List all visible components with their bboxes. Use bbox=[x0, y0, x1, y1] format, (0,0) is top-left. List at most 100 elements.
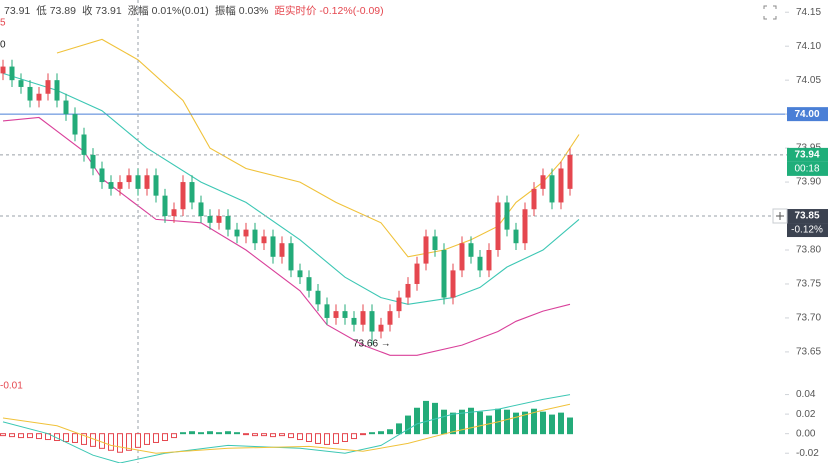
band-line bbox=[56, 38, 580, 258]
macd-bar bbox=[279, 433, 285, 437]
macd-bar bbox=[486, 415, 492, 435]
candle-body bbox=[414, 263, 420, 284]
macd-bar bbox=[522, 411, 528, 435]
macd-bar bbox=[72, 433, 78, 443]
expand-icon[interactable] bbox=[763, 5, 777, 20]
price-box-label: 73.85 bbox=[794, 211, 819, 222]
macd-bar bbox=[108, 433, 114, 451]
macd-bar bbox=[504, 409, 510, 435]
candle-body bbox=[81, 134, 87, 155]
header-note: 距实时价 -0.12%(-0.09) bbox=[275, 4, 384, 17]
macd-bar bbox=[450, 412, 456, 435]
candle-body bbox=[198, 202, 204, 217]
macd-bar bbox=[333, 433, 339, 444]
macd-tick-label: 0.02 bbox=[796, 409, 816, 420]
macd-bar bbox=[234, 432, 240, 435]
candle-body bbox=[378, 324, 384, 332]
macd-bar bbox=[9, 433, 15, 438]
macd-bar bbox=[0, 433, 6, 437]
candle-body bbox=[135, 175, 141, 189]
y-tick-label: 73.65 bbox=[796, 347, 821, 358]
macd-bar bbox=[189, 431, 195, 435]
macd-bar bbox=[261, 433, 267, 437]
candle-body bbox=[189, 182, 195, 203]
candle-body bbox=[126, 175, 132, 183]
header-item: 收 73.91 bbox=[82, 4, 122, 17]
macd-bar bbox=[171, 433, 177, 439]
header-item: 振幅 0.03% bbox=[215, 4, 269, 17]
candle-body bbox=[468, 243, 474, 257]
y-tick-label: 73.80 bbox=[796, 245, 821, 256]
macd-bar bbox=[567, 417, 573, 435]
candle-body bbox=[549, 175, 555, 203]
candle-body bbox=[180, 182, 186, 210]
macd-bar bbox=[225, 431, 231, 435]
macd-bar bbox=[288, 433, 294, 439]
macd-bar bbox=[36, 433, 42, 440]
candle-body bbox=[261, 236, 267, 244]
header-item: 低 73.89 bbox=[36, 4, 76, 17]
candle-body bbox=[162, 195, 168, 217]
macd-bar bbox=[207, 431, 213, 435]
header-item: 涨幅 0.01%(0.01) bbox=[128, 4, 209, 17]
macd-bar bbox=[558, 412, 564, 435]
candle-body bbox=[450, 270, 456, 298]
macd-bar bbox=[351, 433, 357, 440]
price-box-label: 73.94 bbox=[794, 150, 819, 161]
candle-body bbox=[252, 229, 258, 244]
candle-body bbox=[486, 250, 492, 271]
header: 73.91 低 73.89 收 73.91 涨幅 0.01%(0.01) 振幅 0.03… bbox=[0, 4, 384, 392]
candle-body bbox=[369, 311, 375, 332]
candle-body bbox=[360, 311, 366, 325]
macd-bar bbox=[360, 433, 366, 436]
macd-bar bbox=[459, 409, 465, 435]
candle-body bbox=[459, 243, 465, 271]
macd-bar bbox=[315, 433, 321, 444]
macd-bar bbox=[513, 412, 519, 435]
macd-bar bbox=[477, 411, 483, 435]
candle-body bbox=[297, 270, 303, 278]
macd-bar bbox=[342, 433, 348, 442]
candle-body bbox=[477, 256, 483, 271]
candle-body bbox=[108, 182, 114, 189]
candle-body bbox=[342, 311, 348, 318]
candle-body bbox=[405, 283, 411, 298]
cut-label: -0.01 bbox=[0, 381, 23, 392]
candle-body bbox=[540, 175, 546, 189]
y-tick-label: 73.90 bbox=[796, 177, 821, 188]
candles-layer: 73.66 → bbox=[0, 59, 573, 350]
macd-bar bbox=[324, 433, 330, 445]
macd-tick-label: 0.04 bbox=[796, 389, 816, 400]
macd-bar bbox=[396, 423, 402, 435]
candle-body bbox=[207, 216, 213, 223]
bands-layer bbox=[2, 38, 580, 356]
candle-body bbox=[45, 80, 51, 94]
candle-body bbox=[324, 304, 330, 318]
cut-label: 0 bbox=[0, 40, 6, 51]
macd-line bbox=[2, 403, 571, 454]
band-line bbox=[2, 116, 571, 356]
expand-icon-path[interactable] bbox=[763, 5, 777, 20]
candle-body bbox=[18, 80, 24, 87]
candle-body bbox=[522, 209, 528, 244]
macd-bar bbox=[81, 433, 87, 445]
candle-body bbox=[351, 317, 357, 325]
macd-tick-label: 0.00 bbox=[796, 428, 816, 439]
candle-body bbox=[243, 229, 249, 237]
macd-layer bbox=[0, 394, 573, 463]
candle-body bbox=[234, 229, 240, 237]
macd-bar bbox=[414, 407, 420, 435]
price-box-sub bbox=[787, 161, 828, 176]
candle-body bbox=[90, 154, 96, 169]
cut-label: 5 bbox=[0, 18, 6, 29]
price-boxes-layer: 74.00 73.94 00:18 73.85 -0.12% bbox=[787, 107, 828, 238]
macd-line bbox=[2, 394, 571, 463]
macd-bar bbox=[198, 432, 204, 435]
crosshair-plus-icon[interactable] bbox=[772, 208, 788, 224]
candle-body bbox=[315, 290, 321, 305]
macd-bar bbox=[216, 432, 222, 435]
price-box-sub-label: -0.12% bbox=[791, 225, 823, 236]
macd-bar bbox=[153, 433, 159, 443]
y-tick-label: 73.75 bbox=[796, 279, 821, 290]
